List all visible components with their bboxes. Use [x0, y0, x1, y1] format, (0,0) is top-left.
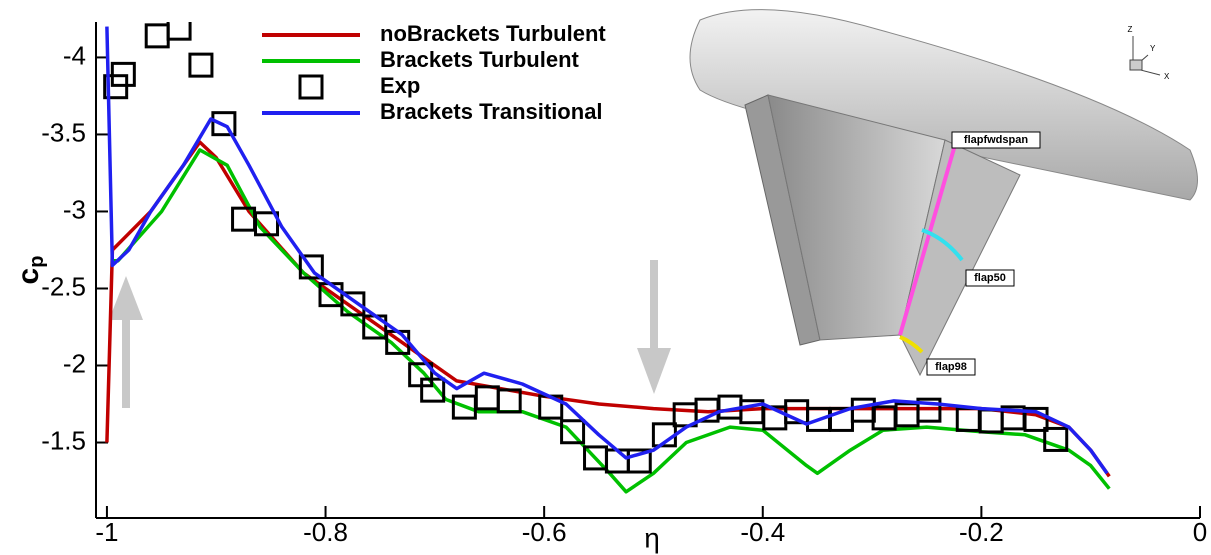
y-tick-label: -3.5	[41, 117, 86, 147]
inset-wing	[690, 10, 1198, 375]
legend-label: Brackets Turbulent	[380, 47, 580, 72]
exp-marker	[190, 54, 212, 76]
y-axis-label-main: c	[12, 268, 45, 285]
exp-marker	[476, 387, 498, 409]
x-tick-label: -0.4	[740, 517, 785, 547]
x-tick-label: -0.8	[303, 517, 348, 547]
inset-label: flap50	[974, 272, 1006, 284]
exp-marker	[957, 408, 979, 430]
x-tick-label: -0.6	[522, 517, 567, 547]
exp-marker	[146, 25, 168, 47]
y-tick-label: -1.5	[41, 425, 86, 455]
y-tick-label: -3	[63, 194, 86, 224]
x-tick-label: -0.2	[959, 517, 1004, 547]
x-tick-label: 0	[1193, 517, 1207, 547]
chart: flapfwdspan flap50 flap98 Z Y X η cp -1 -…	[0, 0, 1211, 555]
axis-triad-label: X	[1164, 72, 1170, 81]
exp-marker	[168, 17, 190, 39]
exp-marker	[606, 450, 628, 472]
y-axis-label-sub: p	[26, 256, 48, 268]
y-tick-label: -2.5	[41, 271, 86, 301]
legend-label: Brackets Transitional	[380, 99, 603, 124]
exp-marker	[980, 410, 1002, 432]
legend-marker	[300, 76, 322, 98]
inset-label: flap98	[935, 361, 967, 373]
x-axis-label: η	[644, 522, 660, 553]
y-tick-label: -4	[63, 40, 86, 70]
axis-triad-label: Y	[1150, 44, 1156, 53]
axis-triad-label: Z	[1128, 25, 1133, 34]
legend-label: Exp	[380, 73, 420, 98]
legend-label: noBrackets Turbulent	[380, 21, 606, 46]
page: flapfwdspan flap50 flap98 Z Y X η cp -1 -…	[0, 0, 1211, 555]
inset-label: flapfwdspan	[964, 134, 1028, 146]
x-tick-label: -1	[95, 517, 118, 547]
y-tick-label: -2	[63, 348, 86, 378]
